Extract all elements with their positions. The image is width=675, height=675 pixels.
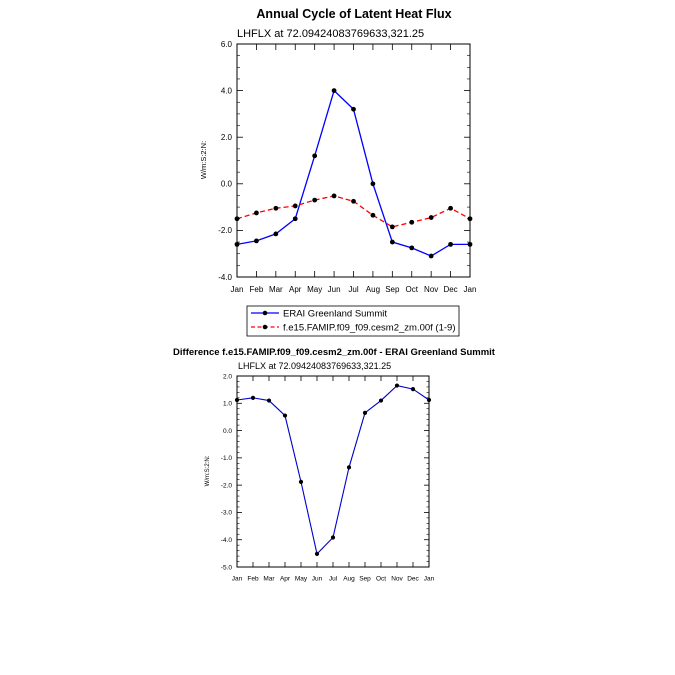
chart2-ytick-label-7: 2.0 <box>223 373 232 380</box>
chart2-series-0-point-5 <box>314 551 320 557</box>
chart2-title: Difference f.e15.FAMIP.f09_f09.cesm2_zm.… <box>173 347 496 358</box>
chart1-title: Annual Cycle of Latent Heat Flux <box>256 7 451 21</box>
chart1-series-1-point-8 <box>389 224 395 230</box>
chart2-xtick-label-9: Oct <box>376 576 386 583</box>
chart1-series-0-point-4 <box>312 153 318 159</box>
chart1-xtick-label-8: Sep <box>385 285 400 294</box>
chart1-series-1-point-9 <box>409 219 415 225</box>
chart2-xtick-label-2: Mar <box>263 576 275 583</box>
chart1-subtitle: LHFLX at 72.09424083769633,321.25 <box>237 28 424 40</box>
legend-erai-marker <box>262 310 268 316</box>
chart1-series-1-point-4 <box>312 197 318 203</box>
chart1-series-0-point-9 <box>409 245 415 251</box>
chart2-ytick-label-1: -4.0 <box>221 537 233 544</box>
chart1-series-0-point-5 <box>331 88 337 93</box>
chart2-ytick-label-4: -1.0 <box>221 455 233 462</box>
chart2-xtick-label-11: Dec <box>407 576 419 583</box>
chart1-series-1-point-1 <box>254 210 259 216</box>
chart1-series-0-point-8 <box>389 239 395 245</box>
chart2-xtick-label-6: Jul <box>329 576 338 583</box>
chart1-series-1-point-7 <box>370 212 376 218</box>
chart1-ylabel: W/m:S:2:N: <box>199 141 208 179</box>
chart2-xtick-label-8: Sep <box>359 576 371 583</box>
chart1-series-1-point-10 <box>428 215 434 220</box>
legend-cesm-label: f.e15.FAMIP.f09_f09.cesm2_zm.00f (1-9) <box>283 323 456 334</box>
chart1-series-1-point-11 <box>448 205 453 211</box>
chart1-xtick-label-12: Jan <box>464 285 477 294</box>
chart2-xtick-label-7: Aug <box>343 576 355 583</box>
chart2-series-0-point-6 <box>330 535 336 540</box>
chart1-series-1-point-2 <box>273 205 279 211</box>
chart1-series-0-point-7 <box>370 181 376 187</box>
chart1-xtick-label-11: Dec <box>443 285 457 294</box>
legend-frame <box>246 305 460 337</box>
chart1-ytick-label-2: 0.0 <box>221 180 233 189</box>
chart1-ytick-label-3: 2.0 <box>221 133 233 142</box>
chart2-series-0-point-7 <box>346 465 352 470</box>
chart1-series-0-point-6 <box>351 106 356 112</box>
chart1-xtick-label-0: Jan <box>231 285 244 294</box>
chart2-xtick-label-5: Jun <box>312 576 323 583</box>
chart1-xtick-label-9: Oct <box>406 285 419 294</box>
chart2-series-0-point-11 <box>410 386 416 392</box>
chart1-series-0-point-1 <box>254 238 259 244</box>
chart1-xtick-label-5: Jun <box>328 285 341 294</box>
chart2-ytick-label-0: -5.0 <box>221 564 233 571</box>
chart1-xtick-label-4: May <box>307 285 322 294</box>
chart1-xtick-label-3: Apr <box>289 285 302 294</box>
chart2-series-0-point-2 <box>266 398 272 403</box>
chart1-series-0-point-2 <box>273 231 279 237</box>
chart2-xtick-label-1: Feb <box>247 576 259 583</box>
chart1-series-1-point-5 <box>331 193 337 199</box>
chart2-xtick-label-0: Jan <box>232 576 243 583</box>
legend-cesm-marker <box>262 324 268 330</box>
chart2-xtick-label-4: May <box>295 576 308 583</box>
chart2-xtick-label-3: Apr <box>280 576 291 583</box>
chart2-ytick-label-2: -3.0 <box>221 510 233 517</box>
chart2-ytick-label-3: -2.0 <box>221 482 233 489</box>
chart1-xtick-label-10: Nov <box>424 285 438 294</box>
chart1-series-1-point-3 <box>292 203 298 209</box>
chart2-xtick-label-12: Jan <box>424 576 435 583</box>
chart1-legend: ERAI Greenland Summit f.e15.FAMIP.f09_f0… <box>246 305 460 337</box>
chart-difference: Difference f.e15.FAMIP.f09_f09.cesm2_zm.… <box>173 347 496 583</box>
chart2-series-0-point-4 <box>298 479 304 484</box>
chart1-ytick-label-4: 4.0 <box>221 86 233 95</box>
chart2-ytick-label-6: 1.0 <box>223 401 232 408</box>
chart1-ytick-label-5: 6.0 <box>221 40 233 49</box>
chart2-series-0-point-8 <box>362 410 368 415</box>
chart1-ytick-label-1: -2.0 <box>218 226 232 235</box>
chart1-xtick-label-7: Aug <box>366 285 380 294</box>
chart1-series-0-point-11 <box>448 241 453 247</box>
chart1-xtick-label-2: Mar <box>269 285 283 294</box>
chart2-series-0-point-1 <box>250 395 256 400</box>
chart2-series-0-point-9 <box>378 398 384 403</box>
chart1-series-0-point-10 <box>428 253 434 259</box>
chart2-subtitle: LHFLX at 72.09424083769633,321.25 <box>238 361 391 371</box>
chart1-xtick-label-6: Jul <box>348 285 358 294</box>
chart2-ytick-label-5: 0.0 <box>223 428 232 435</box>
chart2-xtick-label-10: Nov <box>391 576 403 583</box>
chart-annual-cycle: Annual Cycle of Latent Heat Flux LHFLX a… <box>199 7 477 337</box>
chart1-series-0-point-3 <box>292 216 298 222</box>
chart2-ylabel: W/m:S:2:N: <box>205 455 211 486</box>
chart2-series-0-point-3 <box>282 413 288 418</box>
legend-erai-label: ERAI Greenland Summit <box>283 309 387 320</box>
chart1-xtick-label-1: Feb <box>250 285 264 294</box>
chart1-ytick-label-0: -4.0 <box>218 273 232 282</box>
chart2-series-0-point-10 <box>394 383 400 388</box>
chart1-series-1-point-6 <box>351 198 356 204</box>
